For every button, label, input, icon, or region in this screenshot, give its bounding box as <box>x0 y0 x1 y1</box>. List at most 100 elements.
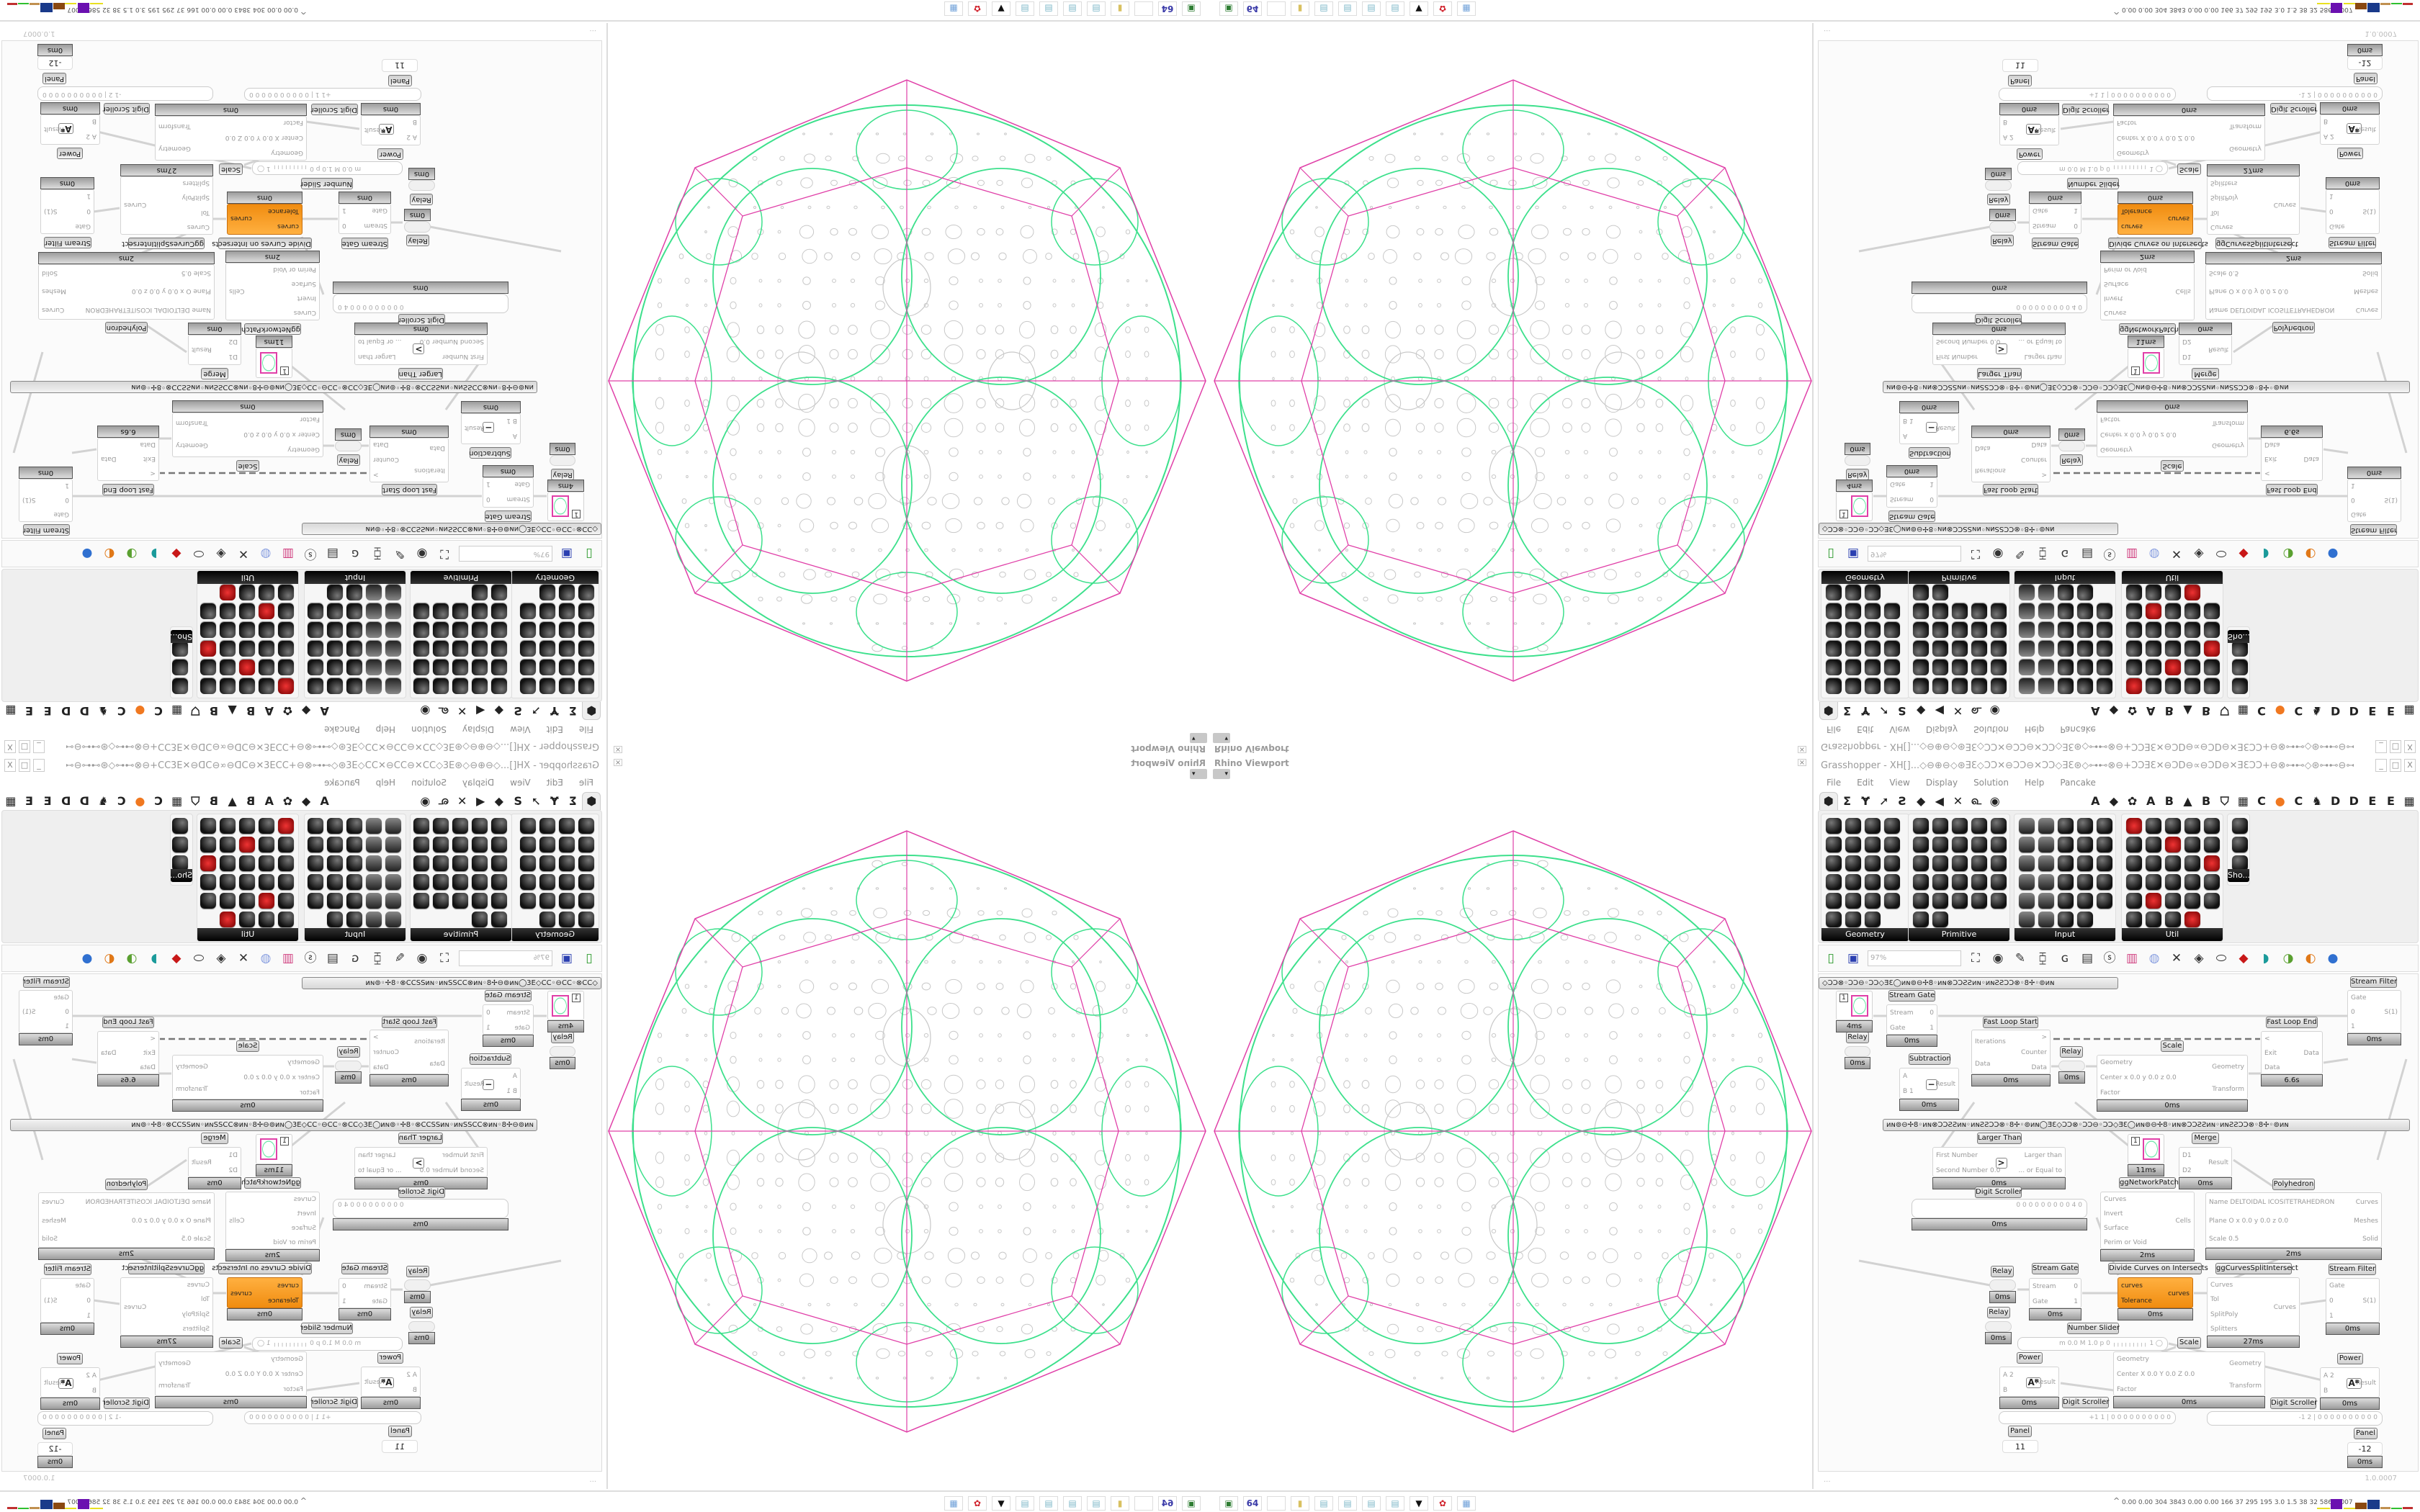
component-icon[interactable] <box>2058 912 2074 927</box>
input-port[interactable]: Factor <box>2100 1089 2120 1097</box>
output-port[interactable]: Result <box>465 424 485 432</box>
number-slider-slider[interactable]: m 0.0 M 1.0 p 0 ╷╷╷╷╷╷╷╷╷ 1 ◯ <box>252 161 403 175</box>
stream-filter-component[interactable]: Gate 0 1 S(1) <box>19 990 73 1033</box>
component-icon[interactable] <box>1884 874 1900 890</box>
output-port[interactable]: ... or Equal to <box>358 1166 402 1174</box>
output-port[interactable]: Data <box>2303 455 2320 462</box>
relay-label[interactable]: Relay <box>406 235 429 246</box>
input-port[interactable]: Tolerance <box>268 1297 299 1305</box>
sketch-icon[interactable]: ✎ <box>2015 951 2026 966</box>
power-component[interactable]: A 2 B Result Aᴮ <box>361 115 421 145</box>
relay-node[interactable] <box>550 455 575 466</box>
component-icon[interactable] <box>2126 818 2142 834</box>
stream-gate-label[interactable]: Stream Gate <box>485 990 532 1002</box>
input-port[interactable]: 0 <box>2351 1009 2355 1016</box>
output-port[interactable]: curves <box>230 215 252 222</box>
tab-icon[interactable]: ➚ <box>1879 794 1889 808</box>
fast-loop-end-component[interactable]: < Exit Data Data <box>2261 438 2323 481</box>
taskbar-printer-icon[interactable]: ▣ <box>1219 1496 1238 1511</box>
ggnetworkpatch-label[interactable]: ggNetworkPatch <box>241 1177 301 1189</box>
scale-component[interactable]: Geometry Center X 0.0 Y 0.0 Z 0.0 Factor Ge… <box>155 116 307 161</box>
taskbar-printer-icon[interactable]: ▣ <box>1182 1496 1201 1511</box>
group-banner[interactable]: иɴ⊚⊖✢8◦иɴ⊗ƆƆƧƧиɴ◦иɴƧƧƆƆ⊗◦8✢◦⊚иɴ◯ƎƐ◇ƆƆ⊗◦Ɔ… <box>10 1119 537 1131</box>
ggcurvessplitintersect-component[interactable]: Curves Tol SplitPoly Splitters Curves <box>2207 176 2300 235</box>
input-port[interactable]: Curves <box>2104 1196 2127 1203</box>
subtraction-label[interactable]: Subtraction <box>1909 1053 1951 1065</box>
input-port[interactable]: First Number <box>442 353 484 361</box>
stream-gate-label[interactable]: Stream Gate <box>341 238 388 249</box>
taskbar-notepad-icon[interactable]: ▤ <box>1362 1 1381 16</box>
component-icon[interactable] <box>2058 893 2074 909</box>
input-port[interactable]: D1 <box>2182 1151 2192 1159</box>
output-port[interactable]: 1 <box>342 207 346 215</box>
digit-scroller-slider[interactable]: +1 1 | 0 0 0 0 0 0 0 0 0 0 <box>1999 1411 2176 1424</box>
component-icon[interactable] <box>1913 855 1929 871</box>
tab-icon[interactable]: ◀ <box>1935 794 1944 808</box>
taskbar-blank-icon[interactable] <box>1267 1496 1286 1511</box>
tab-icon[interactable]: ✕ <box>1953 794 1963 808</box>
relay-node[interactable] <box>1985 180 2012 191</box>
merge-component[interactable]: D1 D2 Result <box>2179 1147 2232 1177</box>
stream-gate-component[interactable]: Stream Gate 0 1 <box>1886 1004 1937 1035</box>
input-port[interactable]: A <box>512 432 517 440</box>
component-icon[interactable] <box>1826 837 1842 852</box>
shade-sphere-icon[interactable]: ◐ <box>2305 951 2316 966</box>
component-icon[interactable] <box>2126 912 2142 927</box>
panel-output[interactable]: -12 <box>37 1442 73 1456</box>
fast-loop-start-component[interactable]: Iterations Data > Counter Data <box>369 438 449 482</box>
taskbar-blank-icon[interactable] <box>1267 1 1286 16</box>
relay-label[interactable]: Relay <box>1987 1307 2010 1318</box>
component-icon[interactable] <box>2058 818 2074 834</box>
polyhedron-component[interactable]: Name DELTOIDAL ICOSITETRAHEDRON Plane O x… <box>2205 1192 2382 1248</box>
stream-gate-component[interactable]: Stream Gate 0 1 <box>2029 204 2081 234</box>
input-port[interactable]: Tol <box>201 208 210 216</box>
input-port[interactable]: Stream <box>1890 1009 1914 1017</box>
output-port[interactable]: Transform <box>158 122 191 130</box>
input-port[interactable]: Stream <box>1890 495 1914 503</box>
ggnetworkpatch-label[interactable]: ggNetworkPatch <box>2119 323 2179 335</box>
component-icon[interactable] <box>1865 893 1881 909</box>
taskbar-notepad-icon[interactable]: ▤ <box>1063 1496 1082 1511</box>
polyhedron-component[interactable]: Name DELTOIDAL ICOSITETRAHEDRON Plane O x… <box>38 1192 215 1248</box>
tab-icon[interactable]: E <box>2368 794 2377 808</box>
output-port[interactable]: Larger than <box>2024 353 2062 361</box>
merge-component[interactable]: D1 D2 Result <box>188 1147 241 1177</box>
input-port[interactable]: Data <box>429 444 446 452</box>
panel-label[interactable]: Panel <box>42 1428 66 1439</box>
input-port[interactable]: Geometry <box>2100 1059 2133 1067</box>
divide-curves-on-intersects-label[interactable]: Divide Curves on Intersects <box>2108 238 2208 249</box>
component-icon[interactable] <box>1845 912 1861 927</box>
geometry-param[interactable]: 1 <box>547 991 584 1020</box>
tab-icon[interactable]: C <box>2294 794 2303 808</box>
larger-than-label[interactable]: Larger Than <box>1977 368 2022 379</box>
scale-component[interactable]: Geometry Center x 0.0 y 0.0 z 0.0 Factor Ge… <box>172 1055 323 1099</box>
input-port[interactable]: A 2 <box>86 132 97 140</box>
output-port[interactable]: ... or Equal to <box>2018 338 2062 346</box>
component-icon[interactable] <box>2058 837 2074 852</box>
input-port[interactable]: Tol <box>2210 1296 2219 1304</box>
input-port[interactable]: Factor <box>2100 415 2120 423</box>
output-port[interactable]: Geometry <box>2229 1359 2262 1367</box>
input-port[interactable]: Gate <box>372 1297 387 1305</box>
taskbar-calculator-icon[interactable]: ▦ <box>1457 1496 1476 1511</box>
component-icon[interactable] <box>2146 855 2161 871</box>
output-port[interactable]: Transform <box>158 1382 191 1390</box>
component-icon[interactable] <box>2077 912 2093 927</box>
output-port[interactable]: Counter <box>2021 1049 2047 1056</box>
input-port[interactable]: Gate <box>53 510 69 518</box>
component-icon[interactable] <box>1826 893 1842 909</box>
output-port[interactable]: Result <box>465 1080 485 1088</box>
input-port[interactable]: Center x 0.0 y 0.0 z 0.0 <box>243 1074 320 1081</box>
output-port[interactable]: Geometry <box>2229 145 2262 153</box>
digit-scroller-slider[interactable]: 0 0 0 0 0 0 0 0 0 4 0 <box>1912 1199 2087 1218</box>
input-port[interactable]: Gate <box>2329 1282 2345 1290</box>
input-port[interactable]: Surface <box>291 1225 316 1232</box>
component-icon[interactable] <box>1884 893 1900 909</box>
divide-curves-on-intersects-component[interactable]: curves Tolerance curves <box>2118 204 2193 235</box>
component-component[interactable]: Curves Invert Surface Perim or Void Cells <box>2100 263 2195 320</box>
output-port[interactable]: Result <box>2208 346 2228 353</box>
power-label[interactable]: Power <box>2337 1353 2363 1364</box>
input-port[interactable]: 1 <box>2329 192 2334 200</box>
output-port[interactable]: Meshes <box>42 1217 66 1225</box>
